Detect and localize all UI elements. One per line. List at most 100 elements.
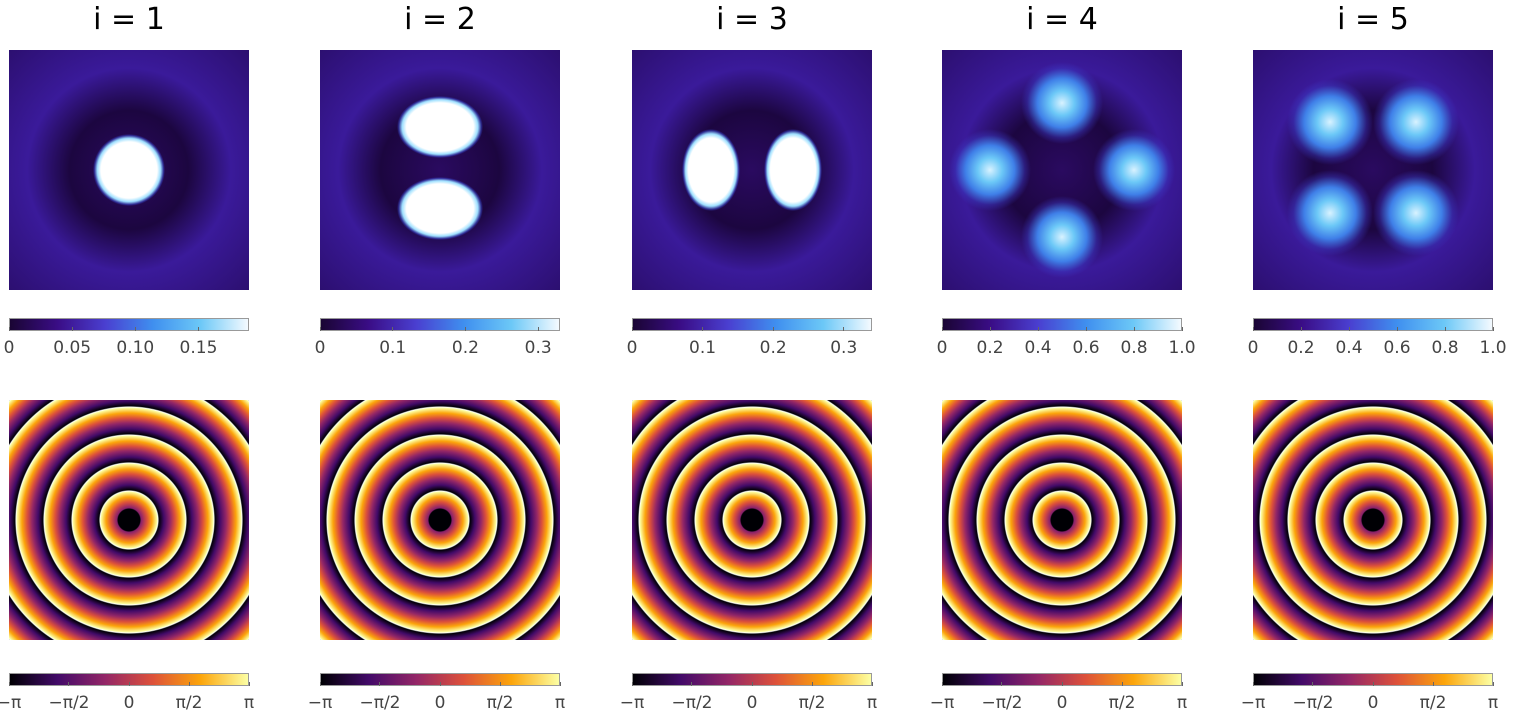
colorbar-tick: [1085, 327, 1087, 331]
intensity-lobe: [682, 129, 740, 211]
colorbar-tick-label: 0.05: [53, 338, 92, 358]
colorbar-tick: [197, 327, 199, 331]
intensity-lobe: [1021, 62, 1103, 144]
colorbar-tick: [1121, 682, 1123, 686]
colorbar-tick: [1037, 327, 1039, 331]
colorbar-tick-label: −π: [307, 693, 333, 713]
intensity-lobe: [1286, 78, 1373, 166]
colorbar-tick-label: 0: [746, 693, 758, 713]
colorbar-tick: [843, 327, 845, 331]
colorbar-tick: [941, 327, 943, 331]
colorbar-tick: [68, 682, 70, 686]
colorbar-tick-label: −π: [929, 693, 955, 713]
intensity-lobe: [396, 95, 484, 158]
colorbar-tick: [134, 327, 136, 331]
colorbar-tick-label: 0.8: [1120, 338, 1148, 358]
colorbar: [1253, 318, 1493, 331]
colorbar-tick-label: 1.0: [1168, 338, 1196, 358]
colorbar-tick: [1396, 327, 1398, 331]
panel-title: i = 2: [404, 2, 476, 37]
panel-title: i = 4: [1026, 2, 1098, 37]
colorbar-tick-label: −π/2: [671, 693, 713, 713]
panel-title: i = 1: [93, 2, 165, 37]
colorbar-tick: [439, 682, 441, 686]
colorbar-tick-label: π/2: [798, 693, 826, 713]
colorbar-tick-label: 0.3: [830, 338, 858, 358]
intensity-lobe: [1021, 196, 1103, 278]
colorbar-tick: [499, 682, 501, 686]
colorbar-tick-label: −π/2: [48, 693, 90, 713]
colorbar-tick: [1133, 327, 1135, 331]
colorbar-tick-label: 0.4: [1335, 338, 1363, 358]
colorbar: [320, 318, 560, 331]
colorbar-tick: [1061, 682, 1063, 686]
colorbar-tick-label: 0: [1367, 693, 1379, 713]
colorbar-tick: [537, 327, 539, 331]
colorbar-tick: [1372, 682, 1374, 686]
intensity-lobe: [396, 177, 484, 240]
colorbar-tick-label: −π: [619, 693, 645, 713]
colorbar-tick-label: π: [866, 693, 878, 713]
colorbar-tick: [631, 682, 633, 686]
panel-title: i = 5: [1337, 2, 1409, 37]
colorbar-tick: [8, 682, 10, 686]
colorbar-tick-label: π/2: [486, 693, 514, 713]
colorbar-tick-label: π/2: [175, 693, 203, 713]
colorbar-tick-label: −π: [0, 693, 22, 713]
phase-map: [632, 400, 872, 640]
colorbar-tick-label: 0.1: [379, 338, 407, 358]
intensity-lobe: [1286, 170, 1373, 257]
colorbar-tick: [1348, 327, 1350, 331]
colorbar-tick-label: π: [554, 693, 566, 713]
colorbar-tick-label: −π/2: [359, 693, 401, 713]
colorbar-tick-label: 0.8: [1431, 338, 1459, 358]
colorbar-tick-label: π/2: [1419, 693, 1447, 713]
colorbar-tick-label: 0.3: [524, 338, 552, 358]
colorbar-tick: [1432, 682, 1434, 686]
intensity-map: [320, 50, 560, 290]
colorbar-tick: [559, 682, 561, 686]
colorbar-tick-label: 0.2: [976, 338, 1004, 358]
colorbar-tick: [188, 682, 190, 686]
intensity-lobe: [93, 134, 165, 206]
colorbar-tick-label: 0: [936, 338, 948, 358]
colorbar-tick: [464, 327, 466, 331]
intensity-lobe: [1373, 78, 1460, 166]
colorbar-tick: [128, 682, 130, 686]
intensity-map: [1253, 50, 1493, 290]
colorbar-tick: [8, 327, 10, 331]
panel-title: i = 3: [716, 2, 788, 37]
colorbar: [632, 318, 872, 331]
colorbar-tick-label: 0: [626, 338, 638, 358]
colorbar-tick: [1181, 682, 1183, 686]
colorbar-tick: [772, 327, 774, 331]
colorbar-tick-label: 0.2: [451, 338, 479, 358]
colorbar-tick-label: 0: [434, 693, 446, 713]
phase-map: [1253, 400, 1493, 640]
intensity-map: [9, 50, 249, 290]
colorbar-tick-label: 0.15: [179, 338, 218, 358]
phase-map: [320, 400, 560, 640]
colorbar-tick: [989, 327, 991, 331]
phase-map: [9, 400, 249, 640]
colorbar-tick: [1300, 327, 1302, 331]
phase-map: [942, 400, 1182, 640]
colorbar-tick-label: 0: [3, 338, 15, 358]
colorbar-tick-label: 0.2: [1287, 338, 1315, 358]
colorbar-tick: [811, 682, 813, 686]
colorbar-tick-label: −π/2: [981, 693, 1023, 713]
colorbar-tick-label: 1.0: [1479, 338, 1507, 358]
colorbar-tick: [1492, 682, 1494, 686]
colorbar-tick: [248, 682, 250, 686]
colorbar-tick: [702, 327, 704, 331]
colorbar-tick-label: 0.6: [1383, 338, 1411, 358]
colorbar-tick: [1181, 327, 1183, 331]
intensity-lobe: [1373, 170, 1460, 257]
intensity-lobe: [764, 129, 822, 211]
colorbar-tick: [1001, 682, 1003, 686]
colorbar-tick: [71, 327, 73, 331]
colorbar-tick: [379, 682, 381, 686]
colorbar-tick: [319, 682, 321, 686]
colorbar-tick-label: 0.6: [1072, 338, 1100, 358]
